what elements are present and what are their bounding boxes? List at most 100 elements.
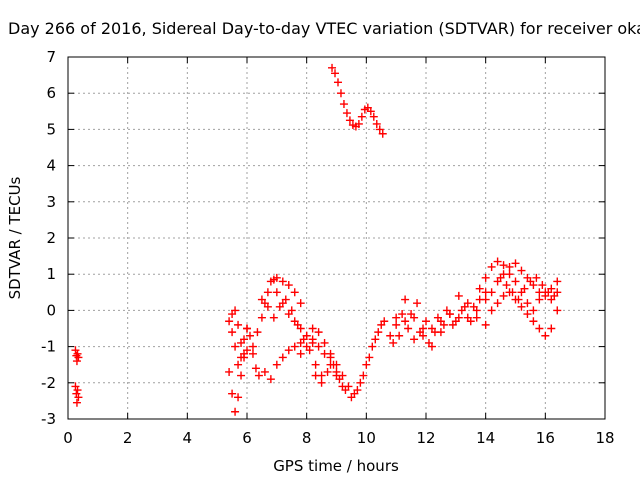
- data-point: [278, 299, 287, 308]
- data-point: [72, 357, 81, 366]
- data-point: [389, 338, 398, 347]
- data-point: [493, 299, 502, 308]
- data-point: [499, 261, 508, 270]
- data-point: [505, 262, 514, 271]
- data-point: [253, 328, 262, 337]
- data-point: [320, 338, 329, 347]
- data-point: [296, 338, 305, 347]
- y-tick-label: 2: [46, 229, 56, 247]
- data-point: [257, 313, 266, 322]
- data-point: [311, 371, 320, 380]
- data-point: [308, 335, 317, 344]
- data-point: [553, 277, 562, 286]
- data-point: [240, 353, 249, 362]
- data-point: [463, 299, 472, 308]
- data-point: [234, 360, 243, 369]
- data-point: [302, 331, 311, 340]
- data-point: [257, 295, 266, 304]
- data-point: [413, 299, 422, 308]
- data-point: [493, 257, 502, 266]
- x-tick-label: 14: [476, 429, 495, 447]
- y-tick-label: -3: [41, 410, 56, 428]
- y-tick-label: 6: [46, 84, 56, 102]
- data-point: [535, 288, 544, 297]
- data-point: [499, 291, 508, 300]
- data-point: [523, 310, 532, 319]
- data-point: [228, 328, 237, 337]
- data-point: [365, 353, 374, 362]
- data-point: [395, 331, 404, 340]
- data-point: [362, 360, 371, 369]
- data-point: [481, 273, 490, 282]
- grid-lines: [68, 57, 605, 419]
- data-point: [502, 281, 511, 290]
- data-point: [296, 299, 305, 308]
- data-points: [71, 63, 562, 416]
- x-tick-label: 10: [357, 429, 376, 447]
- data-point: [326, 349, 335, 358]
- data-point: [263, 288, 272, 297]
- data-point: [74, 393, 83, 402]
- data-point: [466, 317, 475, 326]
- x-tick-label: 2: [123, 429, 133, 447]
- data-point: [314, 328, 323, 337]
- data-point: [332, 360, 341, 369]
- data-point: [511, 259, 520, 268]
- data-point: [237, 371, 246, 380]
- data-point: [231, 407, 240, 416]
- data-point: [392, 313, 401, 322]
- data-point: [535, 324, 544, 333]
- chart-title: Day 266 of 2016, Sidereal Day-to-day VTE…: [8, 19, 640, 38]
- data-point: [357, 112, 366, 121]
- data-point: [269, 313, 278, 322]
- data-point: [272, 288, 281, 297]
- data-point: [427, 342, 436, 351]
- data-point: [374, 328, 383, 337]
- data-point: [369, 112, 378, 121]
- data-point: [263, 302, 272, 311]
- data-point: [284, 281, 293, 290]
- data-point: [481, 320, 490, 329]
- data-point: [251, 364, 260, 373]
- data-point: [72, 398, 81, 407]
- data-point: [496, 273, 505, 282]
- data-point: [380, 317, 389, 326]
- data-point: [511, 277, 520, 286]
- y-tick-label: 3: [46, 193, 56, 211]
- data-point: [487, 288, 496, 297]
- data-point: [544, 288, 553, 297]
- y-tick-label: 5: [46, 120, 56, 138]
- data-point: [272, 360, 281, 369]
- data-point: [243, 346, 251, 355]
- x-tick-label: 8: [302, 429, 312, 447]
- y-tick-label: -2: [41, 374, 56, 392]
- data-point: [345, 116, 354, 125]
- y-tick-label: 1: [46, 265, 56, 283]
- data-point: [448, 320, 457, 329]
- data-point: [260, 367, 269, 376]
- data-point: [71, 382, 80, 391]
- data-point: [410, 313, 419, 322]
- data-point: [308, 324, 317, 333]
- data-point: [234, 393, 243, 402]
- data-point: [278, 353, 287, 362]
- x-tick-label: 4: [183, 429, 193, 447]
- data-point: [333, 78, 342, 87]
- data-point: [532, 273, 541, 282]
- data-point: [73, 386, 82, 395]
- data-point: [547, 324, 556, 333]
- y-tick-label: 0: [46, 301, 56, 319]
- y-axis-label: SDTVAR / TECUs: [6, 176, 24, 299]
- data-point: [454, 291, 463, 300]
- data-point: [454, 313, 463, 322]
- data-point: [243, 324, 251, 333]
- data-point: [328, 63, 337, 72]
- data-point: [290, 342, 299, 351]
- data-point: [368, 342, 377, 351]
- data-point: [72, 389, 81, 398]
- data-point: [323, 367, 332, 376]
- data-point: [508, 288, 517, 297]
- data-point: [529, 306, 538, 315]
- data-point: [248, 349, 257, 358]
